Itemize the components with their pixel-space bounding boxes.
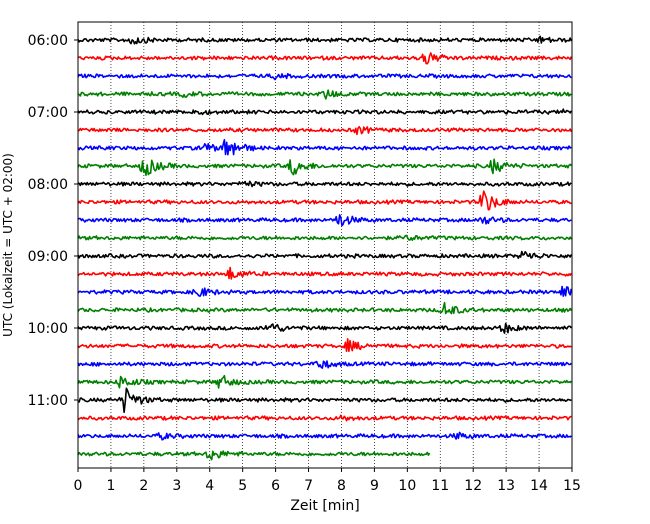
trace-1145: [77, 450, 431, 461]
x-tick-label: 6: [271, 478, 280, 494]
trace-0945: [77, 301, 573, 315]
trace-0745: [77, 158, 572, 176]
trace-0630: [77, 72, 572, 81]
x-tick-label: 14: [530, 478, 548, 494]
trace-0800: [77, 180, 572, 188]
trace-0645: [77, 89, 572, 100]
trace-1015: [77, 338, 572, 353]
x-tick-label: 10: [398, 478, 416, 494]
x-tick-label: 15: [563, 478, 581, 494]
trace-1045: [77, 374, 572, 389]
trace-0615: [77, 52, 573, 65]
trace-0715: [77, 125, 573, 136]
y-axis-title: UTC (Lokalzeit = UTC + 02:00): [1, 153, 15, 337]
x-tick-label: 3: [172, 478, 181, 494]
x-axis-title: Zeit [min]: [290, 498, 359, 514]
trace-0600: [77, 35, 573, 45]
trace-0815: [77, 190, 572, 211]
x-tick-label: 13: [497, 478, 515, 494]
x-tick-label: 9: [370, 478, 379, 494]
trace-1130: [77, 431, 572, 441]
x-axis-ticks: 0 1 2 3 4 5 6 7 8 9 10 11 12 13 14 15: [74, 468, 581, 494]
x-tick-label: 8: [337, 478, 346, 494]
trace-1030: [77, 360, 572, 369]
trace-0830: [77, 214, 572, 227]
trace-0845: [77, 234, 573, 241]
trace-1000: [77, 322, 572, 334]
y-tick-label: 08:00: [28, 177, 68, 193]
y-axis-ticks: 06:00 07:00 08:00 09:00 10:00 11:00: [28, 33, 78, 409]
x-tick-label: 11: [431, 478, 449, 494]
x-tick-label: 1: [106, 478, 115, 494]
trace-1100: [77, 387, 572, 414]
trace-0730: [77, 138, 572, 156]
trace-layer: [77, 35, 573, 461]
x-tick-label: 7: [304, 478, 313, 494]
trace-0930: [77, 285, 573, 297]
y-tick-label: 06:00: [28, 33, 68, 49]
y-tick-label: 11:00: [28, 393, 68, 409]
x-tick-label: 4: [205, 478, 214, 494]
trace-0900: [77, 250, 573, 259]
trace-0915: [77, 266, 573, 280]
y-tick-label: 10:00: [28, 321, 68, 337]
trace-1115: [77, 414, 572, 422]
y-tick-label: 09:00: [28, 249, 68, 265]
x-tick-label: 2: [139, 478, 148, 494]
x-tick-label: 0: [74, 478, 83, 494]
x-tick-label: 12: [464, 478, 482, 494]
grid-layer: [110, 22, 540, 468]
x-tick-label: 5: [238, 478, 247, 494]
y-tick-label: 07:00: [28, 105, 68, 121]
plot-frame: [77, 21, 573, 469]
trace-0700: [77, 108, 573, 116]
